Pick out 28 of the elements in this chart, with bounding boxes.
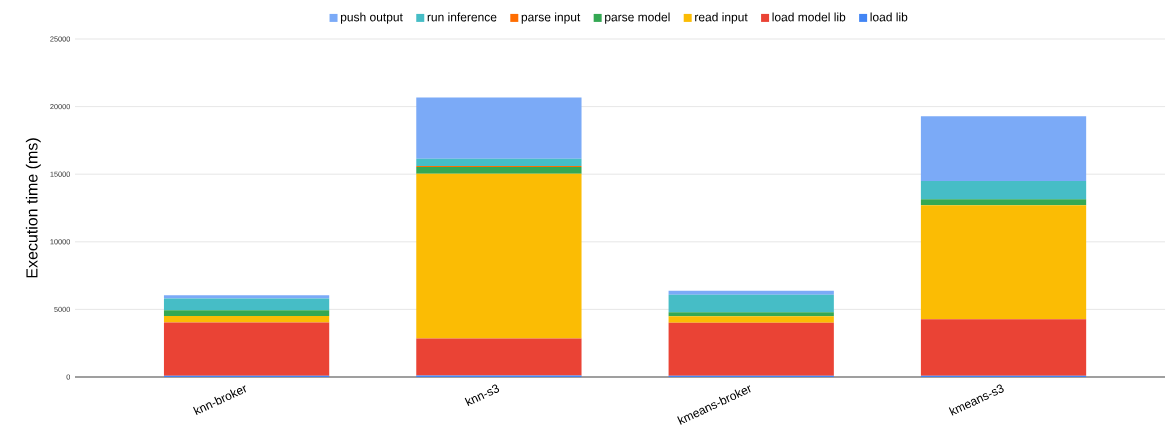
bar [668, 290, 834, 295]
bar [668, 312, 834, 317]
bar [920, 199, 1087, 206]
legend-label: load lib [870, 12, 908, 22]
legend-label: run inference [427, 12, 497, 22]
legend-label: load model lib [772, 12, 846, 22]
bar [163, 298, 330, 311]
bar [920, 205, 1087, 320]
y-axis-title: Execution time (ms) [25, 138, 41, 278]
bar [920, 319, 1087, 376]
bar [920, 180, 1087, 200]
bar [668, 316, 834, 323]
bar [920, 116, 1087, 181]
bar [668, 322, 834, 376]
bar [163, 322, 330, 376]
bar [416, 173, 582, 339]
legend-label: parse input [521, 12, 581, 24]
bar [416, 97, 582, 159]
legend-label: parse model [605, 12, 670, 24]
bar [163, 310, 330, 316]
legend-label: push output [340, 12, 403, 24]
bar [416, 338, 582, 376]
bar [416, 167, 582, 174]
bar [163, 295, 330, 299]
legend-label: read input [695, 12, 748, 24]
bar [668, 294, 834, 313]
bar [416, 158, 582, 167]
bar [163, 315, 330, 323]
